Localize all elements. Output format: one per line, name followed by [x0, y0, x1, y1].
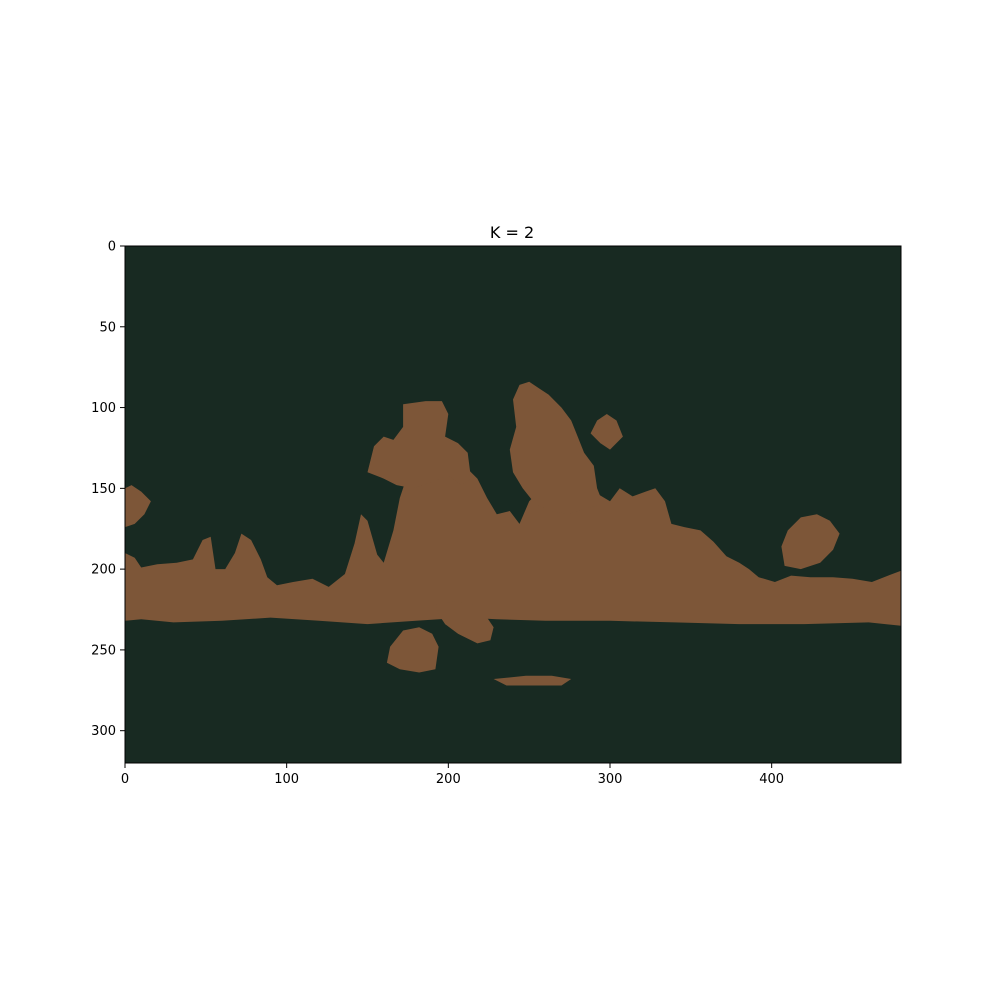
cluster-region-right-patch — [781, 514, 840, 570]
plot-background — [125, 246, 901, 763]
x-tick-label: 400 — [759, 772, 784, 787]
cluster-region-peak-right-arm — [590, 414, 623, 450]
x-tick-label: 200 — [436, 772, 461, 787]
x-tick-label: 300 — [598, 772, 623, 787]
y-axis-ticks: 0 50 100 150 200 250 300 — [91, 240, 125, 739]
y-tick-label: 100 — [91, 401, 116, 416]
plot-frame — [124, 245, 902, 764]
y-tick-label: 200 — [91, 563, 116, 578]
cluster-region-upper-center-peak — [509, 381, 604, 515]
cluster-region-main-band — [125, 452, 901, 626]
cluster-region-upper-left-arm — [367, 401, 471, 489]
y-tick-label: 50 — [99, 320, 116, 335]
y-tick-label: 250 — [91, 643, 116, 658]
cluster-region-bottom-fleck — [493, 675, 572, 686]
chart-title: K = 2 — [490, 223, 534, 242]
y-tick-label: 150 — [91, 482, 116, 497]
cluster-region-lower-left-drip — [386, 627, 439, 673]
x-tick-label: 0 — [121, 772, 129, 787]
x-axis-ticks: 0 100 200 300 400 — [121, 763, 784, 787]
y-tick-label: 0 — [108, 240, 116, 255]
cluster-region-left-edge-blob — [125, 485, 151, 528]
cluster-regions — [125, 381, 901, 686]
x-tick-label: 100 — [274, 772, 299, 787]
y-tick-label: 300 — [91, 724, 116, 739]
cluster-region-lower-center-extension — [435, 601, 494, 644]
plot-area — [124, 245, 902, 764]
